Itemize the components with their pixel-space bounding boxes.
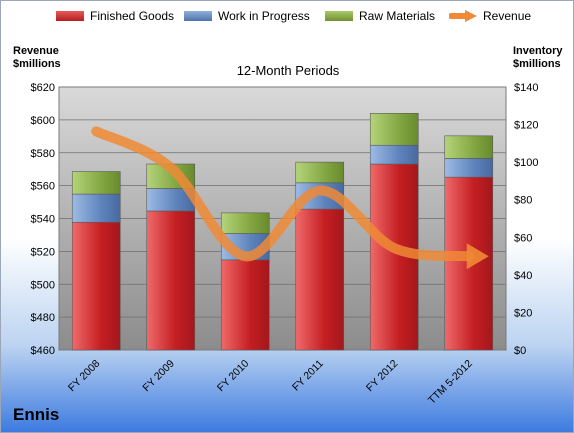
legend-label-revenue: Revenue (483, 9, 532, 23)
right-tick-label: $140 (514, 82, 538, 94)
bar-finished-goods (220, 259, 270, 351)
category-label: FY 2012 (364, 358, 401, 395)
left-tick-label: $500 (31, 279, 55, 291)
bar-work-in-progress (369, 144, 419, 165)
legend-swatch-revenue (449, 10, 477, 22)
left-axis-title: Revenue $millions (13, 45, 61, 71)
right-tick-label: $20 (514, 307, 532, 319)
left-axis-title-line2: $millions (13, 58, 61, 70)
left-tick-label: $620 (31, 82, 55, 94)
bar-finished-goods (295, 208, 345, 351)
company-name: Ennis (13, 405, 60, 424)
bar-raw-materials (295, 161, 345, 184)
legend-label-work-in-progress: Work in Progress (218, 9, 310, 23)
left-tick-label: $460 (31, 345, 55, 357)
legend: Finished Goods Work in Progress Raw Mate… (1, 9, 573, 29)
category-label: TTM 5-2012 (426, 358, 475, 407)
bar-raw-materials (444, 135, 494, 159)
bar-raw-materials (369, 113, 419, 146)
legend-item-revenue: Revenue (449, 9, 531, 23)
left-tick-label: $560 (31, 181, 55, 193)
legend-swatch-raw-materials (325, 11, 353, 21)
right-axis-title-line1: Inventory (513, 45, 563, 57)
right-tick-label: $0 (514, 345, 526, 357)
chart-title: 12-Month Periods (236, 63, 340, 78)
left-tick-label: $480 (31, 312, 55, 324)
legend-item-raw-materials: Raw Materials (325, 9, 435, 23)
bar-raw-materials (220, 212, 270, 234)
plot-border (58, 86, 507, 351)
category-label: FY 2009 (140, 358, 177, 395)
left-tick-label: $520 (31, 246, 55, 258)
bar-raw-materials (71, 171, 121, 195)
left-tick-label: $540 (31, 214, 55, 226)
bar-work-in-progress (71, 193, 121, 223)
legend-swatch-work-in-progress (184, 11, 212, 21)
category-label: FY 2011 (290, 358, 326, 394)
right-axis-title-line2: $millions (513, 58, 561, 70)
left-tick-label: $580 (31, 148, 55, 160)
right-tick-label: $60 (514, 232, 532, 244)
left-axis-title-line1: Revenue (13, 45, 59, 57)
bar-work-in-progress (444, 158, 494, 178)
legend-label-finished-goods: Finished Goods (90, 9, 175, 23)
right-tick-label: $100 (514, 157, 538, 169)
legend-item-finished-goods: Finished Goods (56, 9, 174, 23)
right-tick-label: $120 (514, 120, 538, 132)
category-label: FY 2010 (215, 358, 252, 395)
right-tick-label: $80 (514, 195, 532, 207)
bar-finished-goods (146, 210, 196, 351)
bar-finished-goods (71, 221, 121, 351)
revenue-arrowhead (466, 243, 489, 270)
right-tick-label: $40 (514, 270, 532, 282)
legend-label-raw-materials: Raw Materials (359, 9, 436, 23)
category-label: FY 2008 (66, 358, 103, 395)
right-axis-title: Inventory $millions (513, 45, 563, 71)
revenue-line (91, 126, 474, 262)
left-tick-label: $600 (31, 115, 55, 127)
legend-swatch-finished-goods (56, 11, 84, 21)
legend-item-work-in-progress: Work in Progress (184, 9, 310, 23)
